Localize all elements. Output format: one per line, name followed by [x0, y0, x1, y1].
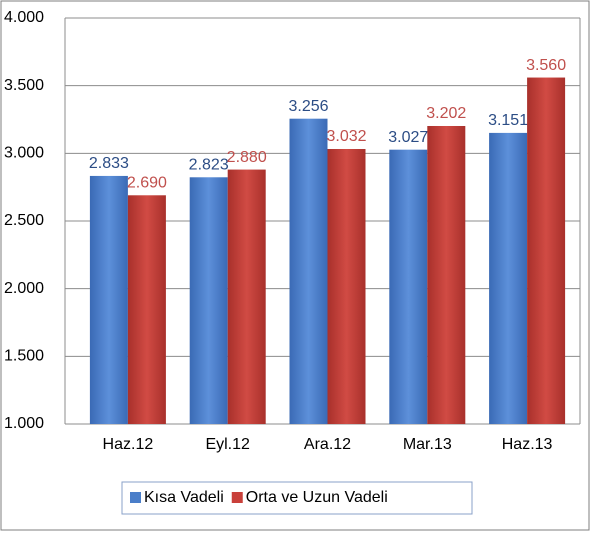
y-tick-label: 3.000	[4, 145, 44, 162]
y-tick-label: 1.000	[4, 415, 44, 432]
bar	[89, 175, 128, 424]
data-label: 2.823	[189, 157, 229, 174]
data-label: 3.256	[288, 98, 328, 115]
y-tick-label: 3.500	[4, 77, 44, 94]
data-label: 2.880	[227, 149, 267, 166]
data-label: 3.027	[388, 129, 428, 146]
data-label: 3.032	[326, 128, 366, 145]
data-label: 2.690	[127, 175, 167, 192]
x-tick-label: Mar.13	[403, 436, 452, 453]
legend-swatch	[231, 492, 243, 503]
data-label: 3.560	[526, 57, 566, 74]
legend-swatch	[130, 492, 141, 503]
bar	[289, 118, 328, 425]
bar	[327, 149, 366, 424]
legend-label: Kısa Vadeli	[144, 489, 224, 506]
bar	[227, 169, 266, 424]
y-tick-label: 2.000	[4, 280, 44, 297]
legend-box	[121, 481, 473, 515]
bar	[527, 77, 566, 425]
bar	[127, 195, 166, 424]
bar	[189, 177, 228, 424]
x-tick-label: Eyl.12	[205, 436, 250, 453]
x-tick-label: Haz.13	[502, 436, 553, 453]
x-tick-label: Ara.12	[304, 436, 351, 453]
data-label: 2.833	[89, 155, 129, 172]
data-label: 3.151	[488, 112, 528, 129]
bar	[489, 132, 528, 424]
y-tick-label: 2.500	[4, 212, 44, 229]
y-tick-label: 1.500	[4, 348, 44, 365]
y-tick-label: 4.000	[4, 9, 44, 26]
bar	[389, 149, 428, 425]
data-label: 3.202	[426, 105, 466, 122]
x-tick-label: Haz.12	[103, 436, 154, 453]
legend-label: Orta ve Uzun Vadeli	[246, 489, 388, 506]
bar	[427, 125, 466, 424]
